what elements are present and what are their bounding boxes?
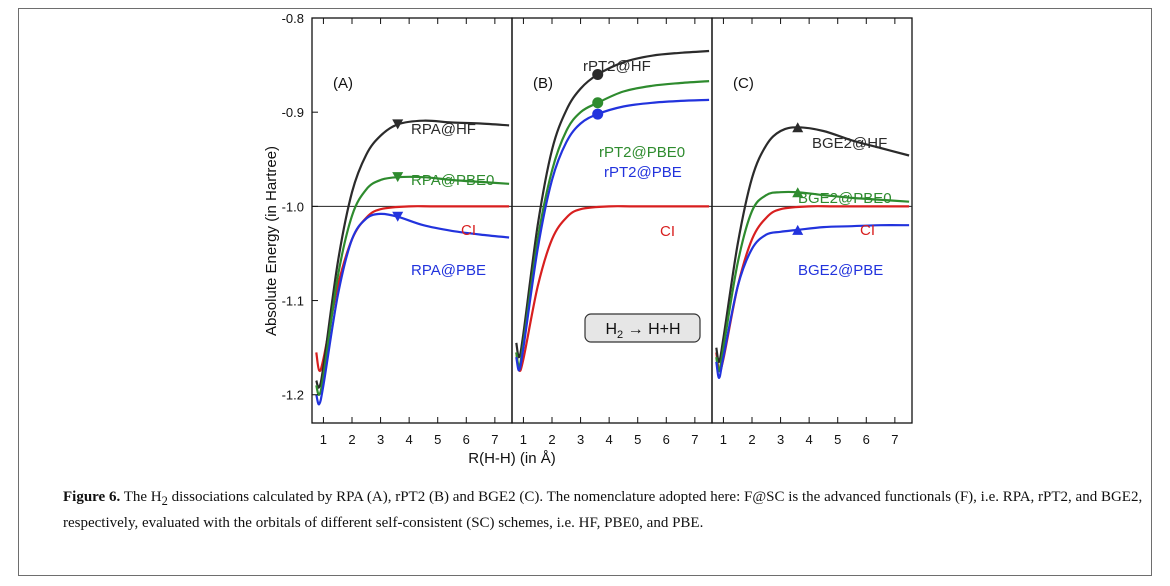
series-line: [315, 205, 510, 373]
caption-text-rest: dissociations calculated by RPA (A), rPT…: [63, 489, 1143, 531]
y-tick-label: -1.1: [282, 294, 304, 309]
series-label: BGE2@HF: [812, 135, 887, 152]
panel-label: (C): [733, 75, 754, 92]
series-label: BGE2@PBE0: [798, 190, 892, 207]
reaction-inset: H2 → H+H: [584, 313, 701, 343]
y-ticks: -0.8 -0.9 -1.0 -1.1 -1.2: [282, 11, 318, 403]
figure-frame: Absolute Energy (in Hartree) R(H-H) (in …: [18, 8, 1152, 576]
series-line: [315, 175, 510, 396]
series-label: CI: [860, 222, 875, 239]
x-tick-label: 3: [577, 432, 584, 447]
x-tick-label: 4: [606, 432, 613, 447]
series-label: RPA@PBE0: [411, 172, 494, 189]
x-tick-label: 7: [491, 432, 498, 447]
series-label: CI: [461, 222, 476, 239]
series-line: [515, 49, 710, 359]
panel-0: 1 2 3 4 5 6 7 RPA@HF RPA@PBE0 CI RPA@PBE (A): [311, 17, 513, 447]
series-line: [515, 205, 710, 373]
series-label: RPA@PBE: [411, 262, 486, 279]
data-point-marker: [792, 122, 804, 133]
panel-1: 1 2 3 4 5 6 7 rPT2@HF rPT2@PBE0 rPT2@PBE CI (B): [511, 17, 713, 447]
x-tick-label: 7: [691, 432, 698, 447]
panels: 1 2 3 4 5 6 7 RPA@HF RPA@PBE0 CI RPA@PBE (A) 1 2 3 4 5 6 7…: [311, 17, 913, 447]
inset-text: H2 → H+H: [605, 321, 680, 341]
panel-label: (A): [333, 75, 353, 92]
x-tick-label: 6: [663, 432, 670, 447]
caption-subscript: 2: [161, 494, 168, 508]
x-tick-label: 3: [377, 432, 384, 447]
data-point-marker: [392, 211, 404, 222]
series-label: BGE2@PBE: [798, 262, 883, 279]
panel-frame: [711, 17, 913, 424]
y-tick-label: -1.0: [282, 199, 304, 214]
x-tick-label: 5: [634, 432, 641, 447]
x-tick-label: 1: [720, 432, 727, 447]
x-tick-label: 5: [834, 432, 841, 447]
x-tick-label: 6: [463, 432, 470, 447]
series-line: [715, 126, 910, 363]
x-axis-label: R(H-H) (in Å): [468, 450, 556, 467]
panel-label: (B): [533, 75, 553, 92]
series-line: [715, 224, 910, 379]
y-axis-label: Absolute Energy (in Hartree): [263, 146, 280, 336]
series-line: [315, 212, 510, 406]
figure-caption: Figure 6. The H2 dissociations calculate…: [63, 486, 1151, 534]
x-tick-label: 4: [406, 432, 413, 447]
series-line: [515, 98, 710, 372]
x-tick-label: 1: [520, 432, 527, 447]
series-line: [715, 190, 910, 373]
x-tick-label: 2: [348, 432, 355, 447]
caption-label: Figure 6.: [63, 489, 121, 505]
series-label: rPT2@HF: [583, 58, 651, 75]
x-tick-label: 4: [806, 432, 813, 447]
x-tick-label: 6: [863, 432, 870, 447]
data-point-marker: [392, 172, 404, 183]
data-point-marker: [592, 69, 604, 81]
x-tick-label: 5: [434, 432, 441, 447]
series-label: RPA@HF: [411, 121, 476, 138]
caption-text-start: The H: [120, 489, 162, 505]
x-tick-label: 3: [777, 432, 784, 447]
inset-box: [584, 313, 701, 343]
x-tick-label: 2: [748, 432, 755, 447]
y-tick-label: -0.9: [282, 105, 304, 120]
y-tick-label: -0.8: [282, 11, 304, 26]
data-point-marker: [592, 108, 604, 120]
series-label: rPT2@PBE0: [599, 144, 685, 161]
data-point-marker: [792, 224, 804, 235]
figure-chart: Absolute Energy (in Hartree) R(H-H) (in …: [263, 11, 913, 467]
series-label: CI: [660, 223, 675, 240]
data-point-marker: [392, 119, 404, 130]
x-tick-label: 1: [320, 432, 327, 447]
x-tick-label: 2: [548, 432, 555, 447]
y-tick-label: -1.2: [282, 388, 304, 403]
panel-2: 1 2 3 4 5 6 7 BGE2@HF BGE2@PBE0 CI BGE2@PBE (C): [711, 17, 913, 447]
series-line: [315, 119, 510, 389]
data-point-marker: [592, 97, 604, 109]
x-tick-label: 7: [891, 432, 898, 447]
data-point-marker: [792, 187, 804, 198]
series-label: rPT2@PBE: [604, 164, 682, 181]
